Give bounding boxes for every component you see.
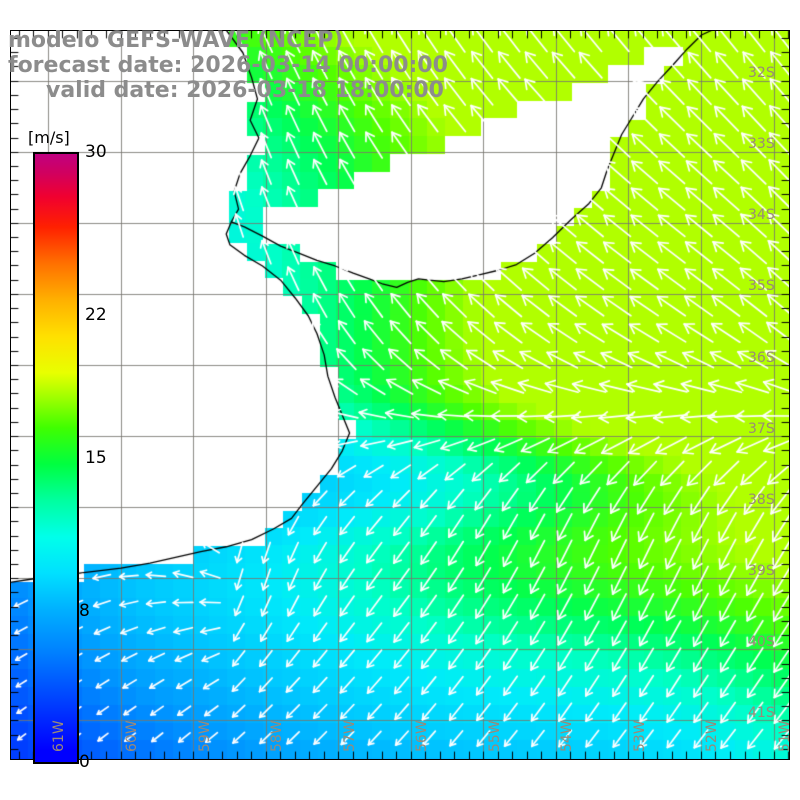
lon-label-53W: 53W bbox=[631, 720, 648, 752]
colorbar-tick-0: 0 bbox=[79, 752, 90, 772]
colorbar-tick-30: 30 bbox=[85, 142, 107, 162]
colorbar-tick-15: 15 bbox=[85, 448, 107, 468]
title-block: modelo GEFS-WAVE (NCEP) forecast date: 2… bbox=[0, 28, 520, 103]
lon-label-61W: 61W bbox=[51, 720, 68, 752]
forecast-date-line: forecast date: 2026-03-14 00:00:00 bbox=[8, 53, 448, 78]
lat-label-37S: 37S bbox=[748, 420, 775, 437]
lat-label-39S: 39S bbox=[748, 562, 775, 579]
lat-label-32S: 32S bbox=[748, 65, 775, 82]
colorbar-tick-8: 8 bbox=[79, 601, 90, 621]
lon-label-55W: 55W bbox=[486, 720, 503, 752]
lon-label-56W: 56W bbox=[414, 720, 431, 752]
colorbar-tick-22: 22 bbox=[85, 305, 107, 325]
lon-label-57W: 57W bbox=[341, 720, 358, 752]
lon-label-60W: 60W bbox=[124, 720, 140, 752]
lon-label-51W: 51W bbox=[777, 720, 794, 752]
lon-label-59W: 59W bbox=[196, 720, 213, 752]
lat-label-34S: 34S bbox=[748, 207, 775, 224]
colorbar[interactable]: 30 22 15 8 0 bbox=[33, 142, 107, 772]
lon-label-54W: 54W bbox=[559, 720, 576, 752]
lat-label-41S: 41S bbox=[748, 704, 775, 721]
lat-label-36S: 36S bbox=[748, 349, 775, 366]
lat-label-40S: 40S bbox=[748, 633, 775, 650]
model-title: modelo GEFS-WAVE (NCEP) bbox=[8, 28, 344, 53]
lat-label-38S: 38S bbox=[748, 491, 775, 508]
valid-date-line: valid date: 2026-03-18 18:00:00 bbox=[46, 78, 444, 103]
wind-speed-field-canvas[interactable] bbox=[10, 30, 790, 760]
lat-label-35S: 35S bbox=[748, 278, 775, 295]
colorbar-gradient bbox=[33, 152, 79, 764]
lat-label-33S: 33S bbox=[748, 136, 775, 153]
colorbar-unit-label: [m/s] bbox=[28, 128, 70, 147]
map-plot-area[interactable] bbox=[10, 30, 790, 760]
lon-label-52W: 52W bbox=[704, 720, 721, 752]
lon-label-58W: 58W bbox=[269, 720, 286, 752]
